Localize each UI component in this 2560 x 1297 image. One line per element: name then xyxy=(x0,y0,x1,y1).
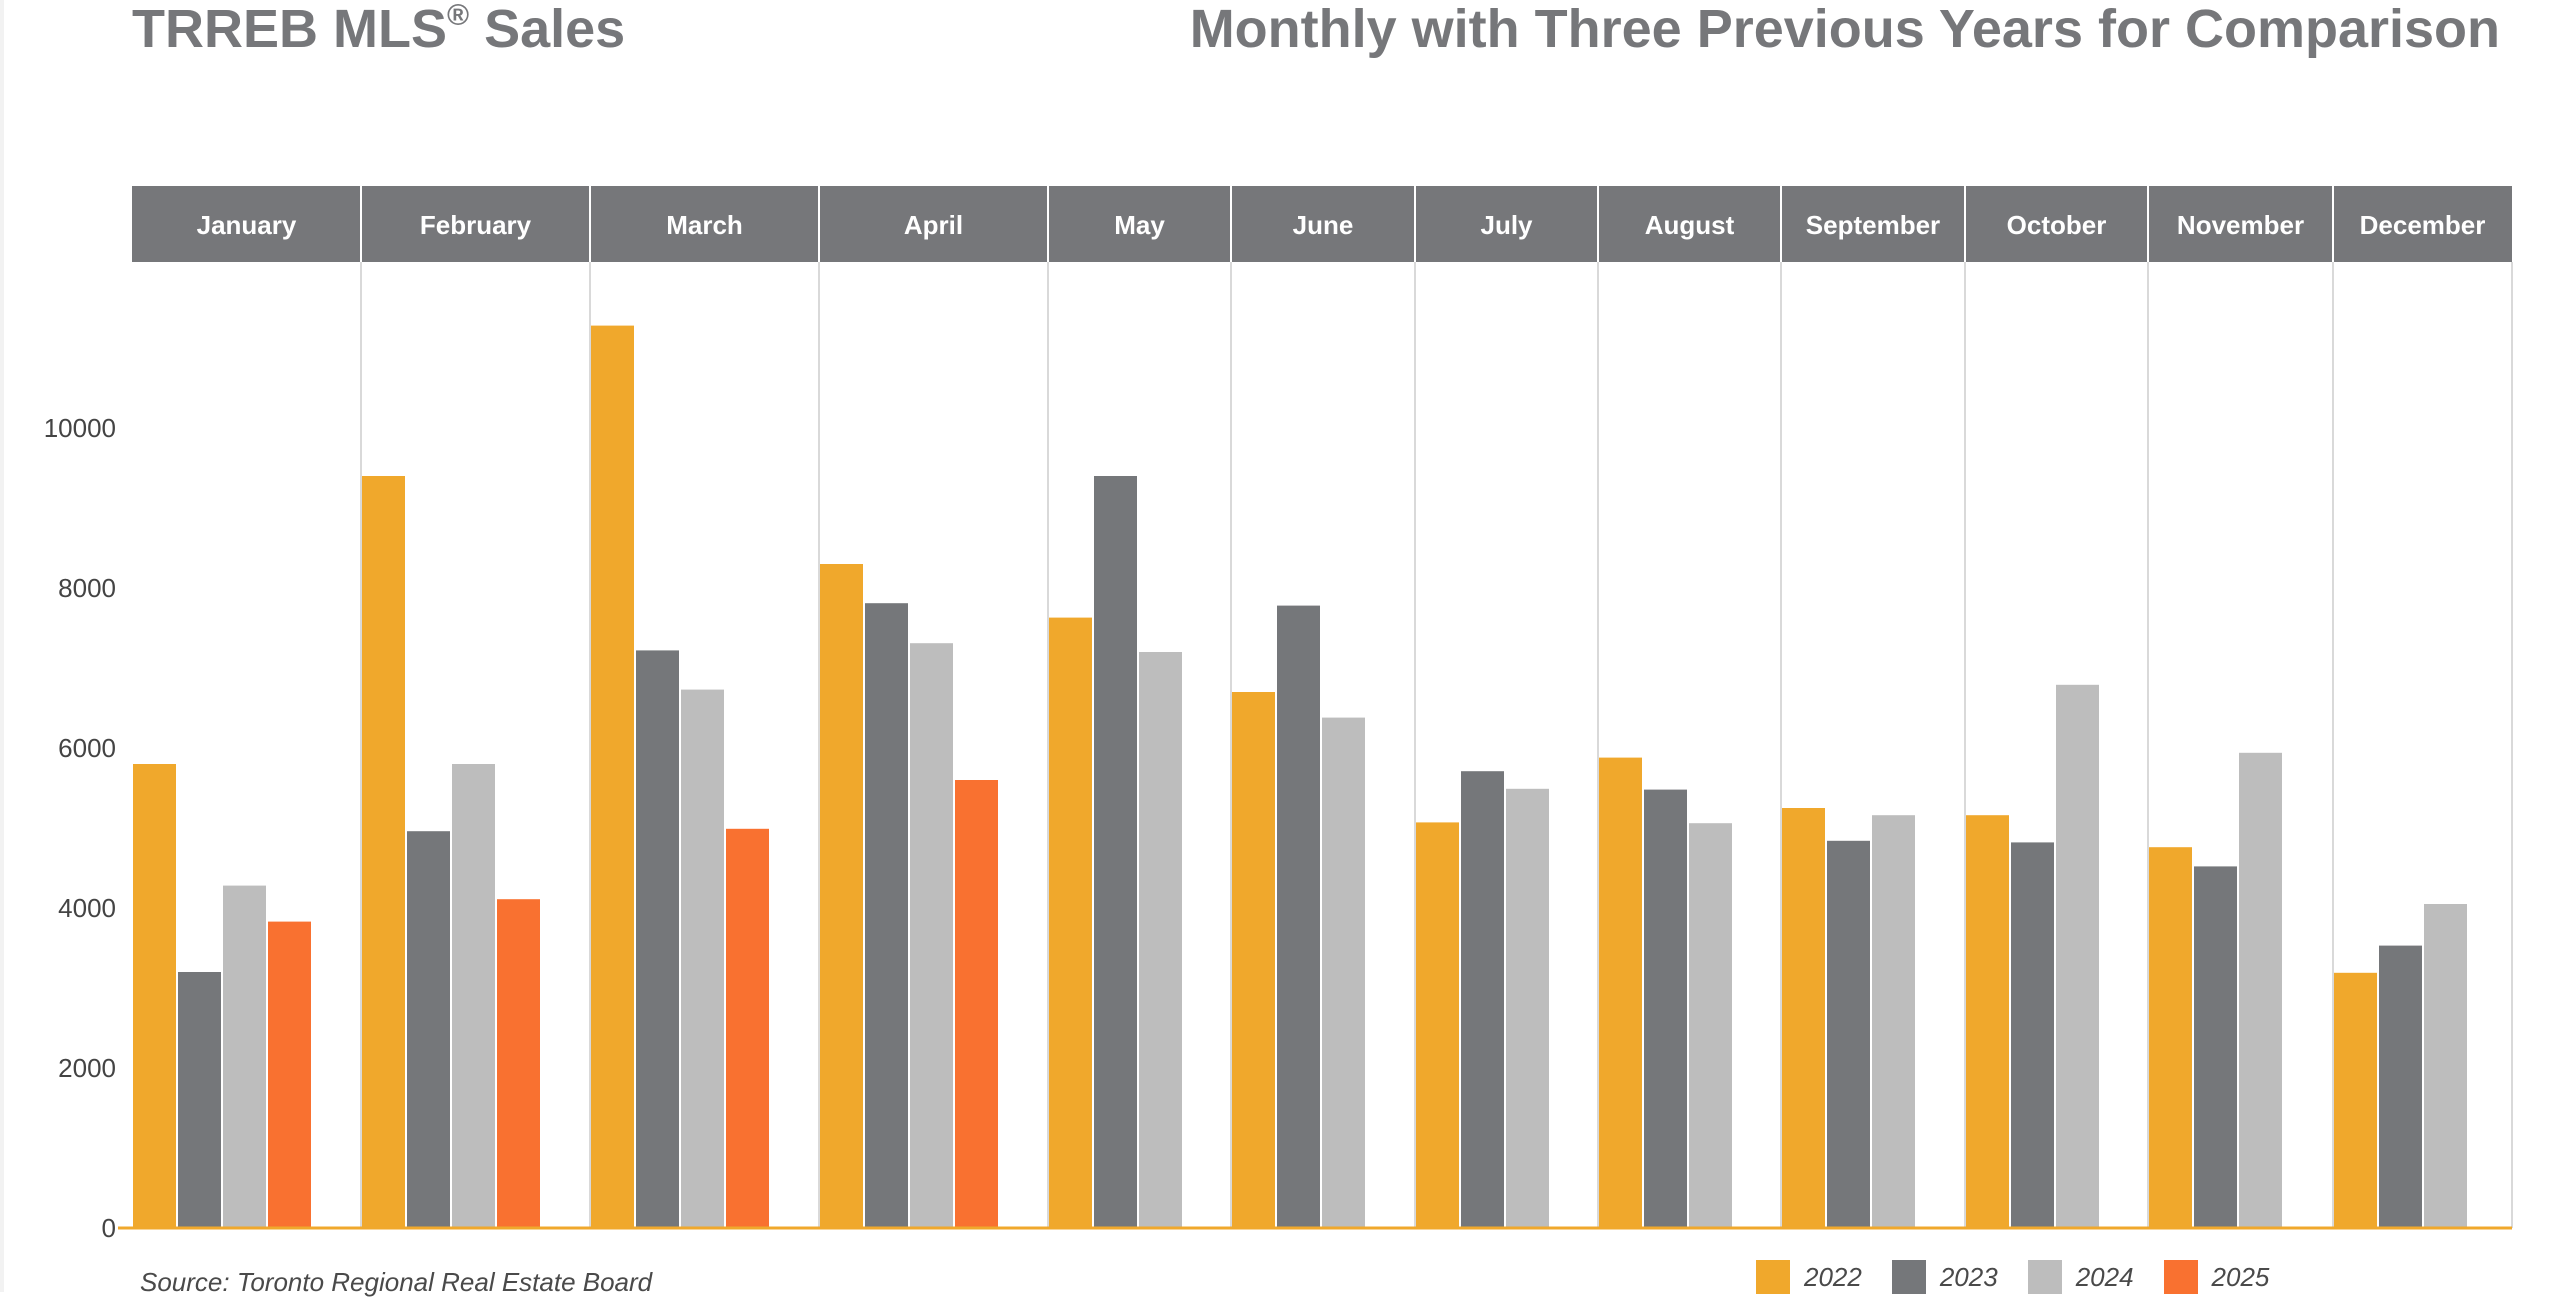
bar-2023-september xyxy=(1827,840,1870,1228)
y-tick-label: 6000 xyxy=(58,733,116,763)
registered-mark: ® xyxy=(446,0,470,32)
bar-2023-june xyxy=(1277,605,1320,1228)
month-label-august: August xyxy=(1645,210,1735,240)
title-tail: Sales xyxy=(469,0,626,59)
bar-2022-september xyxy=(1782,808,1825,1228)
bar-2025-february xyxy=(497,899,540,1228)
bar-2024-august xyxy=(1689,823,1732,1228)
bar-2024-december xyxy=(2424,904,2467,1228)
bar-2023-november xyxy=(2194,866,2237,1228)
bar-2024-may xyxy=(1139,652,1182,1228)
bar-2024-november xyxy=(2239,752,2282,1228)
legend-swatch-2025 xyxy=(2163,1260,2198,1294)
bar-2024-july xyxy=(1506,788,1549,1228)
month-label-july: July xyxy=(1480,210,1533,240)
legend-swatch-2024 xyxy=(2027,1260,2062,1294)
bar-2022-january xyxy=(133,764,176,1228)
bar-2023-may xyxy=(1094,476,1137,1228)
bar-2023-october xyxy=(2011,842,2054,1228)
legend-item-2022: 2022 xyxy=(1756,1260,1862,1294)
legend-item-2025: 2025 xyxy=(2163,1260,2270,1294)
bar-2024-january xyxy=(223,885,266,1228)
bar-2025-march xyxy=(726,828,769,1228)
month-label-december: December xyxy=(2360,210,2486,240)
bar-2022-may xyxy=(1049,617,1092,1228)
legend-label-2025: 2025 xyxy=(2211,1261,2270,1292)
bar-2022-october xyxy=(1966,815,2009,1228)
month-label-january: January xyxy=(197,210,297,240)
y-tick-label: 0 xyxy=(102,1213,116,1243)
legend-label-2022: 2022 xyxy=(1804,1261,1862,1292)
bar-2023-april xyxy=(865,603,908,1228)
legend-swatch-2022 xyxy=(1756,1260,1790,1294)
bar-2022-april xyxy=(820,564,863,1228)
month-label-october: October xyxy=(2007,210,2107,240)
chart-subtitle: Monthly with Three Previous Years for Co… xyxy=(1189,0,2500,59)
bar-2023-august xyxy=(1644,789,1687,1228)
bar-2025-january xyxy=(268,921,311,1228)
month-label-may: May xyxy=(1114,210,1165,240)
legend-label-2024: 2024 xyxy=(2075,1261,2134,1292)
month-label-november: November xyxy=(2177,210,2304,240)
month-label-april: April xyxy=(904,210,963,240)
bar-2024-march xyxy=(681,689,724,1228)
month-label-march: March xyxy=(666,210,743,240)
legend-label-2023: 2023 xyxy=(1939,1261,1998,1292)
bar-2022-february xyxy=(362,476,405,1228)
chart-legend: 2022 2023 2024 2025 xyxy=(1756,1260,2269,1294)
bar-2023-december xyxy=(2379,945,2422,1228)
bar-2024-february xyxy=(452,764,495,1228)
bar-2024-june xyxy=(1322,717,1365,1228)
bar-2022-november xyxy=(2149,847,2192,1228)
legend-item-2023: 2023 xyxy=(1891,1260,1998,1294)
page-left-border xyxy=(0,0,4,1292)
legend-swatch-2023 xyxy=(1891,1260,1926,1294)
y-tick-label: 2000 xyxy=(58,1053,116,1083)
y-tick-label: 10000 xyxy=(44,413,116,443)
bar-2023-july xyxy=(1461,771,1504,1228)
bar-2024-april xyxy=(910,643,953,1228)
bar-2022-march xyxy=(591,325,634,1229)
y-tick-label: 8000 xyxy=(58,573,116,603)
y-tick-label: 4000 xyxy=(58,893,116,923)
bar-2025-april xyxy=(955,780,998,1228)
bar-2023-january xyxy=(178,972,221,1228)
bar-2023-february xyxy=(407,831,450,1228)
bar-2024-september xyxy=(1872,815,1915,1228)
bar-2022-december xyxy=(2334,972,2377,1228)
bar-2022-june xyxy=(1232,692,1275,1228)
month-header-band xyxy=(132,186,2512,262)
source-note: Source: Toronto Regional Real Estate Boa… xyxy=(140,1267,653,1297)
month-label-february: February xyxy=(420,210,532,240)
bar-2022-august xyxy=(1599,757,1642,1228)
month-label-june: June xyxy=(1293,210,1354,240)
legend-item-2024: 2024 xyxy=(2027,1260,2134,1294)
bar-2024-october xyxy=(2056,684,2099,1228)
bar-2023-march xyxy=(636,650,679,1228)
title-main: TRREB MLS xyxy=(132,0,447,59)
month-label-september: September xyxy=(1806,210,1940,240)
bar-2022-july xyxy=(1416,822,1459,1228)
chart-title: TRREB MLS® Sales xyxy=(132,0,625,58)
